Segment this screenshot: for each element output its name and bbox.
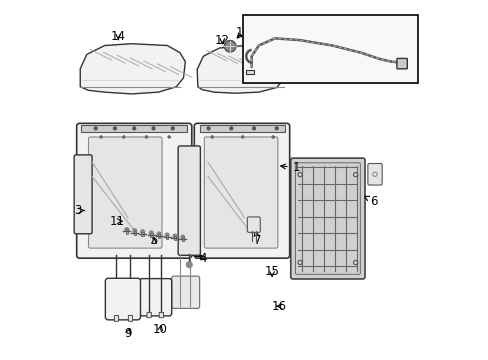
Bar bbox=[173, 236, 176, 240]
Circle shape bbox=[124, 227, 129, 232]
Text: 4: 4 bbox=[199, 252, 206, 265]
Circle shape bbox=[229, 127, 232, 130]
Bar bbox=[242, 15, 418, 83]
Text: 12: 12 bbox=[214, 33, 229, 47]
Bar bbox=[141, 231, 143, 236]
Bar bbox=[246, 70, 254, 74]
Bar bbox=[150, 233, 152, 237]
Bar bbox=[181, 237, 183, 241]
Polygon shape bbox=[197, 45, 286, 93]
Text: 11: 11 bbox=[109, 215, 124, 228]
FancyBboxPatch shape bbox=[396, 58, 407, 69]
Circle shape bbox=[186, 262, 192, 267]
Circle shape bbox=[171, 127, 174, 130]
FancyBboxPatch shape bbox=[290, 158, 364, 279]
Circle shape bbox=[168, 136, 170, 138]
Circle shape bbox=[271, 136, 274, 138]
FancyBboxPatch shape bbox=[77, 123, 191, 258]
FancyBboxPatch shape bbox=[140, 279, 171, 316]
FancyBboxPatch shape bbox=[178, 146, 200, 255]
FancyBboxPatch shape bbox=[171, 276, 199, 309]
FancyBboxPatch shape bbox=[367, 163, 382, 185]
Text: 8: 8 bbox=[372, 166, 379, 179]
Circle shape bbox=[211, 136, 213, 138]
Text: 5: 5 bbox=[150, 234, 158, 247]
Text: 3: 3 bbox=[74, 204, 84, 217]
Circle shape bbox=[252, 127, 255, 130]
Text: 2: 2 bbox=[190, 247, 201, 260]
Circle shape bbox=[148, 230, 153, 235]
Text: 13: 13 bbox=[235, 26, 250, 39]
Text: 6: 6 bbox=[364, 195, 377, 208]
Text: 7: 7 bbox=[254, 231, 262, 247]
Bar bbox=[125, 229, 128, 234]
Circle shape bbox=[140, 229, 145, 234]
Circle shape bbox=[152, 127, 155, 130]
FancyBboxPatch shape bbox=[194, 123, 289, 258]
Circle shape bbox=[94, 127, 97, 130]
FancyBboxPatch shape bbox=[247, 217, 260, 232]
Circle shape bbox=[207, 127, 210, 130]
Circle shape bbox=[156, 231, 162, 236]
FancyBboxPatch shape bbox=[204, 137, 277, 248]
Circle shape bbox=[100, 136, 102, 138]
FancyBboxPatch shape bbox=[88, 137, 162, 248]
Text: 1: 1 bbox=[280, 161, 300, 174]
Circle shape bbox=[172, 233, 177, 238]
Circle shape bbox=[164, 232, 169, 237]
Polygon shape bbox=[80, 44, 185, 94]
Text: 9: 9 bbox=[124, 327, 131, 340]
Bar bbox=[133, 230, 136, 235]
FancyBboxPatch shape bbox=[114, 316, 119, 321]
FancyBboxPatch shape bbox=[147, 312, 151, 318]
Circle shape bbox=[132, 228, 137, 233]
FancyBboxPatch shape bbox=[74, 155, 92, 234]
Bar bbox=[199, 125, 285, 132]
FancyBboxPatch shape bbox=[105, 278, 140, 320]
Bar bbox=[165, 235, 168, 239]
Circle shape bbox=[180, 234, 185, 239]
Text: 16: 16 bbox=[272, 300, 286, 313]
Circle shape bbox=[145, 136, 147, 138]
Text: 10: 10 bbox=[152, 323, 167, 336]
Bar bbox=[81, 125, 187, 132]
Bar bbox=[158, 234, 160, 238]
Text: 15: 15 bbox=[264, 265, 279, 278]
Circle shape bbox=[122, 136, 124, 138]
Circle shape bbox=[113, 127, 116, 130]
Text: 14: 14 bbox=[111, 30, 125, 43]
Circle shape bbox=[224, 41, 235, 52]
FancyBboxPatch shape bbox=[128, 316, 132, 321]
FancyBboxPatch shape bbox=[159, 312, 163, 318]
Circle shape bbox=[275, 127, 278, 130]
Circle shape bbox=[241, 136, 244, 138]
Circle shape bbox=[133, 127, 135, 130]
